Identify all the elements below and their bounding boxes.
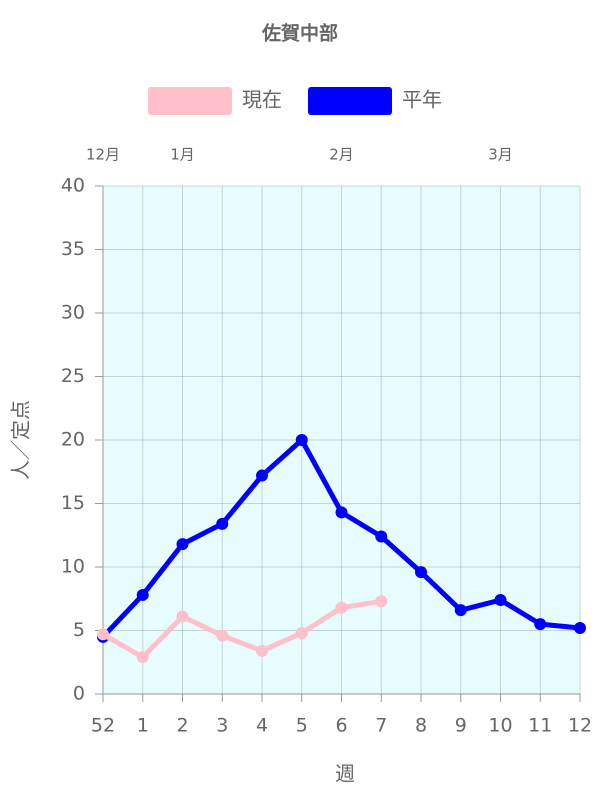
legend-swatch xyxy=(148,87,232,115)
point xyxy=(176,538,189,551)
point xyxy=(375,595,388,608)
x-tick-label: 7 xyxy=(375,715,387,737)
y-tick-label: 20 xyxy=(61,429,85,451)
point xyxy=(375,530,388,543)
point xyxy=(295,434,308,446)
chart-title: 佐賀中部 xyxy=(261,22,338,45)
y-tick-label: 40 xyxy=(61,175,85,197)
point xyxy=(216,629,229,642)
legend-swatch xyxy=(308,87,392,115)
x-tick-label: 9 xyxy=(455,715,467,737)
month-label: 12月 xyxy=(86,146,120,164)
x-tick-label: 8 xyxy=(415,715,427,737)
y-tick-label: 5 xyxy=(73,619,85,641)
x-tick-label: 12 xyxy=(568,715,592,737)
x-tick-label: 4 xyxy=(256,715,268,737)
y-tick-label: 30 xyxy=(61,302,85,324)
month-label: 3月 xyxy=(488,146,513,164)
point xyxy=(534,618,547,631)
x-tick-label: 6 xyxy=(335,715,347,737)
point xyxy=(97,628,109,641)
point xyxy=(136,651,149,664)
point xyxy=(136,588,149,601)
x-tick-label: 1 xyxy=(137,715,149,737)
point xyxy=(176,610,189,623)
x-tick-label: 52 xyxy=(91,715,115,737)
y-tick-label: 0 xyxy=(73,683,85,705)
point xyxy=(335,506,348,519)
point xyxy=(415,566,427,579)
point xyxy=(454,604,467,617)
legend-label: 平年 xyxy=(402,88,442,112)
x-tick-label: 3 xyxy=(216,715,228,737)
legend-label: 現在 xyxy=(242,88,282,112)
line xyxy=(101,598,382,660)
y-tick-label: 10 xyxy=(61,556,85,578)
x-tick-label: 10 xyxy=(488,715,512,737)
point xyxy=(494,594,507,607)
x-tick-label: 11 xyxy=(528,715,552,737)
y-tick-label: 15 xyxy=(61,492,85,514)
x-axis-label: 週 xyxy=(335,762,355,786)
point xyxy=(256,469,268,482)
point xyxy=(574,621,586,634)
month-label: 2月 xyxy=(329,146,354,164)
y-axis-label: 人／定点 xyxy=(9,400,33,480)
x-tick-label: 5 xyxy=(296,715,308,737)
y-tick-label: 25 xyxy=(61,365,85,387)
y-tick-label: 35 xyxy=(61,238,85,260)
x-tick-label: 2 xyxy=(176,715,188,737)
month-label: 1月 xyxy=(170,146,195,164)
point xyxy=(216,517,229,530)
point xyxy=(295,627,308,640)
point xyxy=(256,644,268,657)
point xyxy=(335,601,348,614)
